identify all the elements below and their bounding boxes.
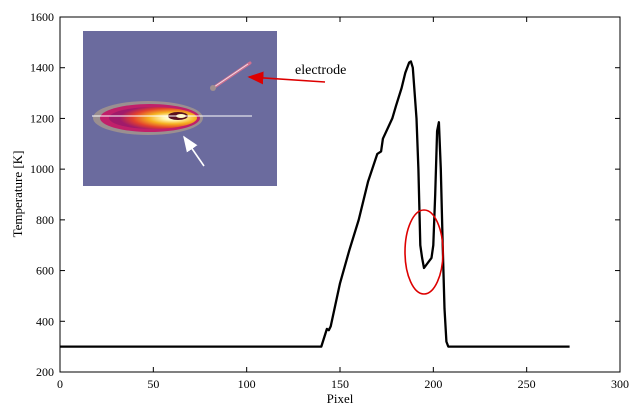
temperature-series-line bbox=[60, 60, 570, 348]
y-tick-label: 400 bbox=[36, 314, 54, 328]
x-tick-label: 0 bbox=[57, 377, 63, 391]
x-axis-label: Pixel bbox=[327, 391, 354, 406]
y-tick-label: 1400 bbox=[30, 61, 54, 75]
x-tick-label: 150 bbox=[331, 377, 349, 391]
dip-highlight-ellipse bbox=[404, 209, 444, 295]
x-tick-label: 300 bbox=[611, 377, 629, 391]
y-tick-label: 200 bbox=[36, 365, 54, 379]
y-tick-label: 800 bbox=[36, 213, 54, 227]
y-tick-label: 600 bbox=[36, 264, 54, 278]
y-axis-ticks: 200 400 600 800 1000 1200 1400 1600 bbox=[30, 10, 620, 379]
x-tick-label: 250 bbox=[518, 377, 536, 391]
y-tick-label: 1200 bbox=[30, 111, 54, 125]
electrode-label: electrode bbox=[295, 63, 346, 78]
x-axis-ticks: 0 50 100 150 200 250 300 bbox=[57, 17, 629, 391]
y-tick-label: 1000 bbox=[30, 162, 54, 176]
x-tick-label: 200 bbox=[424, 377, 442, 391]
electrode-arrow bbox=[247, 71, 326, 85]
x-tick-label: 50 bbox=[147, 377, 159, 391]
y-tick-label: 1600 bbox=[30, 10, 54, 24]
y-axis-label: Temperature [K] bbox=[10, 151, 25, 238]
x-tick-label: 100 bbox=[238, 377, 256, 391]
inset-plume-image bbox=[83, 31, 277, 186]
